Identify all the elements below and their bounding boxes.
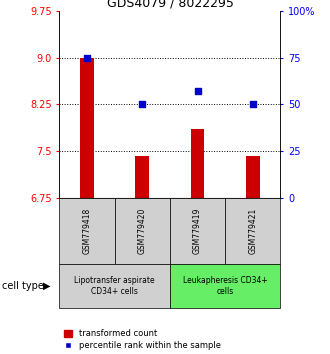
Text: GSM779419: GSM779419 — [193, 208, 202, 254]
Bar — [115, 198, 170, 264]
Point — [250, 102, 255, 107]
Text: ▶: ▶ — [43, 281, 50, 291]
Bar — [80, 57, 94, 198]
Point — [140, 102, 145, 107]
Legend: transformed count, percentile rank within the sample: transformed count, percentile rank withi… — [64, 329, 220, 350]
Bar — [170, 198, 225, 264]
Text: Lipotransfer aspirate
CD34+ cells: Lipotransfer aspirate CD34+ cells — [74, 276, 155, 296]
Text: GSM779418: GSM779418 — [82, 208, 91, 254]
Bar — [225, 198, 280, 264]
Bar — [59, 264, 170, 308]
Text: GSM779420: GSM779420 — [138, 208, 147, 254]
Bar — [135, 156, 149, 198]
Text: GSM779421: GSM779421 — [248, 208, 257, 254]
Bar — [59, 198, 115, 264]
Text: cell type: cell type — [2, 281, 44, 291]
Bar — [170, 264, 280, 308]
Bar — [246, 156, 260, 198]
Point — [195, 88, 200, 94]
Bar — [191, 130, 205, 198]
Point — [84, 55, 90, 60]
Text: Leukapheresis CD34+
cells: Leukapheresis CD34+ cells — [183, 276, 268, 296]
Title: GDS4079 / 8022295: GDS4079 / 8022295 — [107, 0, 233, 10]
